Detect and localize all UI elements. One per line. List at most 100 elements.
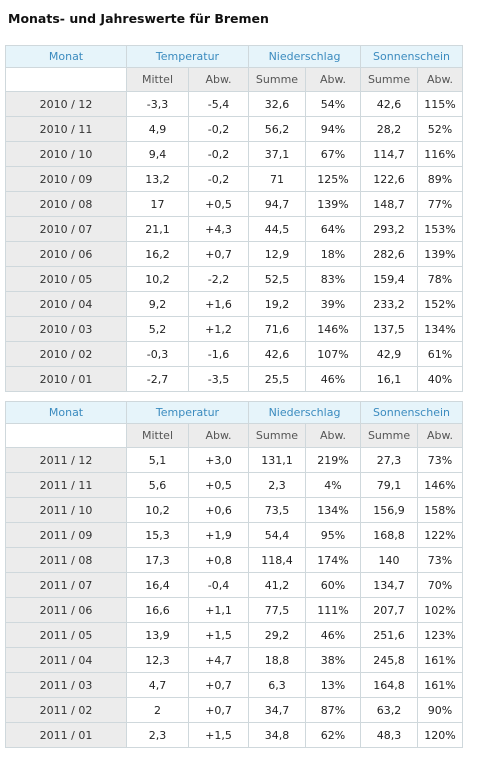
sun-sum-cell: 156,9 xyxy=(360,497,419,523)
temp-dev-cell: +1,5 xyxy=(188,722,249,748)
table-row: 2011 / 02 2 +0,7 34,7 87% 63,2 90% xyxy=(5,697,464,723)
temp-dev-cell: +1,2 xyxy=(188,316,249,342)
sun-pct-cell: 122% xyxy=(417,522,464,548)
precip-sum-cell: 71,6 xyxy=(248,316,306,342)
table-row: 2011 / 06 16,6 +1,1 77,5 111% 207,7 102% xyxy=(5,597,464,623)
precip-sum-cell: 41,2 xyxy=(248,572,306,598)
table-row: 2011 / 03 4,7 +0,7 6,3 13% 164,8 161% xyxy=(5,672,464,698)
subheader-blank xyxy=(5,423,127,448)
table-row: 2011 / 04 12,3 +4,7 18,8 38% 245,8 161% xyxy=(5,647,464,673)
precip-pct-cell: 60% xyxy=(304,572,362,598)
month-cell: 2010 / 05 xyxy=(5,266,127,292)
precip-sum-cell: 29,2 xyxy=(248,622,306,648)
sun-pct-cell: 89% xyxy=(417,166,464,192)
precip-pct-cell: 39% xyxy=(304,291,362,317)
sun-sum-cell: 114,7 xyxy=(360,141,419,167)
sun-pct-cell: 78% xyxy=(417,266,464,292)
precip-sum-cell: 54,4 xyxy=(248,522,306,548)
precip-sum-cell: 73,5 xyxy=(248,497,306,523)
precip-pct-cell: 54% xyxy=(304,91,362,117)
temp-dev-cell: +4,3 xyxy=(188,216,249,242)
precip-sum-cell: 44,5 xyxy=(248,216,306,242)
precip-pct-cell: 38% xyxy=(304,647,362,673)
header-monat: Monat xyxy=(5,45,127,68)
sun-sum-cell: 245,8 xyxy=(360,647,419,673)
sun-sum-cell: 27,3 xyxy=(360,447,419,473)
sun-pct-cell: 61% xyxy=(417,341,464,367)
sun-sum-cell: 28,2 xyxy=(360,116,419,142)
temp-mean-cell: 17 xyxy=(126,191,189,217)
month-cell: 2011 / 01 xyxy=(5,722,127,748)
temp-mean-cell: 21,1 xyxy=(126,216,189,242)
sun-sum-cell: 137,5 xyxy=(360,316,419,342)
sun-sum-cell: 168,8 xyxy=(360,522,419,548)
subheader-precip-abw: Abw. xyxy=(304,67,362,92)
month-cell: 2010 / 09 xyxy=(5,166,127,192)
precip-pct-cell: 13% xyxy=(304,672,362,698)
header-monat: Monat xyxy=(5,401,127,424)
month-cell: 2011 / 06 xyxy=(5,597,127,623)
table-row: 2011 / 01 2,3 +1,5 34,8 62% 48,3 120% xyxy=(5,722,464,748)
precip-sum-cell: 131,1 xyxy=(248,447,306,473)
month-cell: 2010 / 06 xyxy=(5,241,127,267)
table-row: 2011 / 08 17,3 +0,8 118,4 174% 140 73% xyxy=(5,547,464,573)
month-cell: 2011 / 05 xyxy=(5,622,127,648)
temp-mean-cell: 4,7 xyxy=(126,672,189,698)
table-row: 2010 / 12 -3,3 -5,4 32,6 54% 42,6 115% xyxy=(5,91,464,117)
precip-pct-cell: 18% xyxy=(304,241,362,267)
subheader-precip-summe: Summe xyxy=(248,423,306,448)
sun-sum-cell: 251,6 xyxy=(360,622,419,648)
sun-pct-cell: 102% xyxy=(417,597,464,623)
precip-sum-cell: 6,3 xyxy=(248,672,306,698)
temp-mean-cell: 16,2 xyxy=(126,241,189,267)
sun-sum-cell: 16,1 xyxy=(360,366,419,392)
table-row: 2010 / 11 4,9 -0,2 56,2 94% 28,2 52% xyxy=(5,116,464,142)
table-row: 2011 / 09 15,3 +1,9 54,4 95% 168,8 122% xyxy=(5,522,464,548)
temp-dev-cell: -5,4 xyxy=(188,91,249,117)
table-row: 2010 / 08 17 +0,5 94,7 139% 148,7 77% xyxy=(5,191,464,217)
header-temperatur: Temperatur xyxy=(126,45,249,68)
table-row: 2010 / 03 5,2 +1,2 71,6 146% 137,5 134% xyxy=(5,316,464,342)
month-cell: 2010 / 08 xyxy=(5,191,127,217)
month-cell: 2011 / 04 xyxy=(5,647,127,673)
subheader-sun-summe: Summe xyxy=(360,67,419,92)
temp-mean-cell: 4,9 xyxy=(126,116,189,142)
sun-sum-cell: 148,7 xyxy=(360,191,419,217)
precip-sum-cell: 19,2 xyxy=(248,291,306,317)
precip-pct-cell: 4% xyxy=(304,472,362,498)
sun-pct-cell: 161% xyxy=(417,672,464,698)
temp-dev-cell: -0,4 xyxy=(188,572,249,598)
temp-mean-cell: 17,3 xyxy=(126,547,189,573)
table-row: 2010 / 02 -0,3 -1,6 42,6 107% 42,9 61% xyxy=(5,341,464,367)
header-niederschlag: Niederschlag xyxy=(247,45,362,68)
precip-sum-cell: 52,5 xyxy=(248,266,306,292)
precip-pct-cell: 146% xyxy=(304,316,362,342)
precip-pct-cell: 134% xyxy=(304,497,362,523)
sun-sum-cell: 134,7 xyxy=(360,572,419,598)
month-cell: 2010 / 11 xyxy=(5,116,127,142)
precip-pct-cell: 107% xyxy=(304,341,362,367)
temp-mean-cell: 13,9 xyxy=(126,622,189,648)
climate-table-2011: Monat Temperatur Niederschlag Sonnensche… xyxy=(5,401,464,748)
month-cell: 2011 / 09 xyxy=(5,522,127,548)
temp-dev-cell: +0,7 xyxy=(188,697,249,723)
precip-sum-cell: 2,3 xyxy=(248,472,306,498)
sun-pct-cell: 90% xyxy=(417,697,464,723)
sun-sum-cell: 122,6 xyxy=(360,166,419,192)
precip-sum-cell: 34,7 xyxy=(248,697,306,723)
temp-mean-cell: 5,2 xyxy=(126,316,189,342)
month-cell: 2010 / 12 xyxy=(5,91,127,117)
temp-mean-cell: -0,3 xyxy=(126,341,189,367)
temp-dev-cell: +0,7 xyxy=(188,672,249,698)
temp-mean-cell: 9,2 xyxy=(126,291,189,317)
subheader-temp-abw: Abw. xyxy=(188,67,249,92)
subheader-precip-abw: Abw. xyxy=(304,423,362,448)
temp-dev-cell: -0,2 xyxy=(188,141,249,167)
temp-mean-cell: 2 xyxy=(126,697,189,723)
sun-pct-cell: 152% xyxy=(417,291,464,317)
temp-dev-cell: -3,5 xyxy=(188,366,249,392)
table-row: 2011 / 07 16,4 -0,4 41,2 60% 134,7 70% xyxy=(5,572,464,598)
table-row: 2011 / 11 5,6 +0,5 2,3 4% 79,1 146% xyxy=(5,472,464,498)
temp-dev-cell: +0,5 xyxy=(188,191,249,217)
sun-pct-cell: 134% xyxy=(417,316,464,342)
